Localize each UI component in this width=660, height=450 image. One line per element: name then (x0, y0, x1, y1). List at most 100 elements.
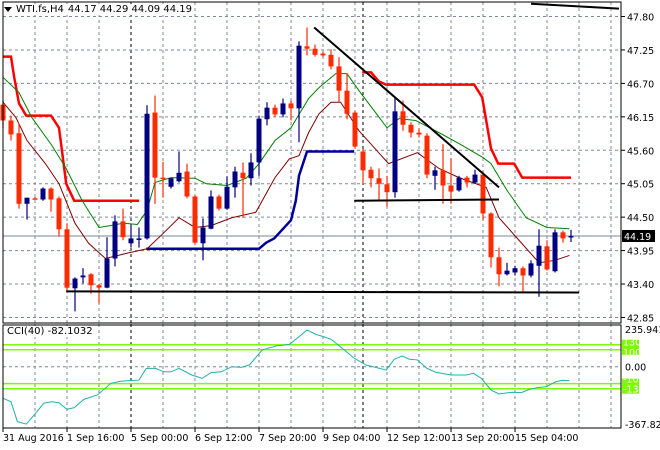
time-axis-label: 9 Sep 04:00 (323, 433, 380, 444)
candle-body (184, 171, 190, 197)
cci-line (2, 329, 570, 425)
candle (568, 229, 574, 243)
candle-body (264, 107, 270, 120)
trendline (313, 26, 500, 189)
price-axis-label: 46.70 (627, 79, 654, 90)
candle-body (400, 111, 406, 125)
trendline (354, 198, 500, 202)
candle-body (112, 221, 118, 259)
time-axis-label: 15 Sep 04:00 (515, 433, 578, 444)
candle-body (544, 246, 550, 270)
candle (144, 105, 150, 240)
candle (160, 161, 166, 198)
candle (8, 115, 14, 141)
candle (80, 268, 86, 284)
candle (472, 169, 478, 184)
candle-body (552, 232, 558, 272)
candle-body (168, 178, 174, 187)
candle-body (56, 198, 62, 230)
chart-header: WTI.fs,H4 44.17 44.29 44.09 44.19 (4, 4, 194, 15)
moving-average-fast (2, 73, 570, 230)
candle-body (344, 90, 350, 114)
candle (392, 96, 398, 198)
candle (152, 95, 158, 204)
candle-body (8, 120, 14, 135)
candle (24, 197, 30, 220)
candle-body (144, 113, 150, 239)
candle (224, 176, 230, 210)
candle-body (488, 213, 494, 258)
candle (56, 196, 62, 237)
candle (272, 104, 278, 118)
time-axis-label: 1 Sep 16:00 (67, 433, 124, 444)
cci-level-badge (622, 378, 639, 394)
candle-body (288, 103, 294, 109)
candle (16, 123, 22, 209)
time-axis-label: 6 Sep 12:00 (195, 433, 252, 444)
candle (312, 44, 318, 57)
time-axis-label: 7 Sep 20:00 (259, 433, 316, 444)
trendline (66, 290, 580, 294)
cci-level-badge (622, 339, 639, 355)
candle-body (232, 171, 238, 188)
candle (64, 223, 70, 292)
candle (520, 266, 526, 293)
trendline (530, 2, 620, 10)
candle (544, 240, 550, 271)
candle (40, 187, 46, 201)
candle (432, 166, 438, 190)
candle-body (280, 103, 286, 115)
candle-body (560, 232, 566, 239)
candle-body (504, 270, 510, 275)
candle (288, 100, 294, 121)
ohlc-readout: 44.17 44.29 44.09 44.19 (67, 4, 192, 15)
candle (304, 27, 310, 56)
candle (280, 98, 286, 118)
candle-body (464, 177, 470, 183)
candle-body (72, 278, 78, 289)
candle (416, 128, 422, 138)
candle-body (160, 177, 166, 180)
candle-body (40, 188, 46, 200)
cci-level-label: -100 (623, 375, 645, 386)
price-axis-label: 46.15 (627, 113, 654, 124)
candle-body (520, 268, 526, 276)
candle (168, 178, 174, 189)
candle (336, 57, 342, 103)
candle-body (456, 177, 462, 191)
price-axis-label: 47.25 (627, 46, 654, 57)
candle-body (328, 54, 334, 67)
candle-body (152, 112, 158, 178)
candle-body (120, 221, 126, 238)
candle (352, 110, 358, 149)
candle (120, 208, 126, 241)
candle-body (352, 112, 358, 147)
candle-body (568, 235, 574, 238)
dropdown-triangle-icon[interactable] (4, 7, 12, 12)
stop-line-upper (3, 55, 139, 202)
candle-body (176, 172, 182, 182)
candle-body (496, 257, 502, 275)
candle (320, 51, 326, 58)
price-axis-label: 43.95 (627, 247, 654, 258)
candle (184, 163, 190, 199)
candle (536, 229, 542, 297)
candle (264, 102, 270, 126)
candle-body (320, 53, 326, 56)
candle (104, 237, 110, 289)
candle (464, 175, 470, 188)
candle (248, 153, 254, 186)
candle-body (104, 258, 110, 288)
candle-body (80, 275, 86, 278)
candle-body (424, 135, 430, 175)
candle (216, 194, 222, 211)
candle (384, 175, 390, 207)
candle (456, 175, 462, 192)
candle (32, 197, 38, 200)
candle-body (256, 118, 262, 163)
candle-body (224, 186, 230, 209)
candle-body (512, 268, 518, 273)
candle-body (192, 196, 198, 243)
price-axis-label: 45.05 (627, 180, 654, 191)
